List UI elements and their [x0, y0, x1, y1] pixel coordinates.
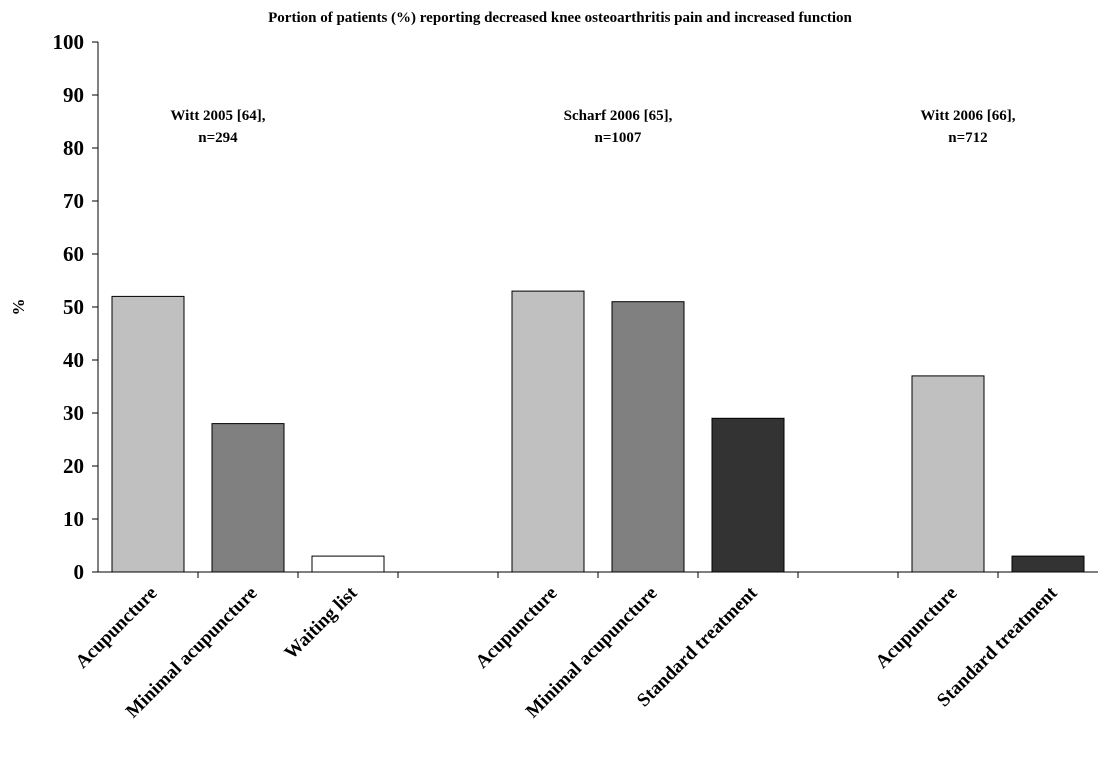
bar — [1011, 555, 1085, 573]
bar — [111, 295, 185, 573]
bar — [911, 375, 985, 573]
y-tick-label: 90 — [63, 83, 84, 107]
y-tick-label: 70 — [63, 189, 84, 213]
bar — [211, 423, 285, 573]
bars — [111, 290, 1085, 573]
study-annotation-line: n=712 — [948, 130, 987, 146]
study-annotation-line: Scharf 2006 [65], — [564, 108, 673, 124]
bar — [611, 301, 685, 573]
study-annotation-line: Witt 2006 [66], — [920, 108, 1015, 124]
study-annotation-line: Witt 2005 [64], — [170, 108, 265, 124]
x-tick-label: Acupuncture — [472, 583, 562, 673]
y-tick-label: 100 — [53, 30, 85, 54]
y-tick-label: 10 — [63, 507, 84, 531]
study-annotations: Witt 2005 [64], n=294 Scharf 2006 [65], n=1… — [170, 108, 1015, 146]
y-axis-ticks: 0 10 20 30 40 50 60 70 80 90 100 — [53, 30, 99, 584]
y-tick-label: 60 — [63, 242, 84, 266]
x-axis — [98, 571, 1098, 578]
study-annotation-line: n=294 — [198, 130, 238, 146]
bar — [711, 417, 785, 573]
y-tick-label: 30 — [63, 401, 84, 425]
x-tick-label: Acupuncture — [872, 583, 962, 673]
y-tick-label: 40 — [63, 348, 84, 372]
y-tick-label: 50 — [63, 295, 84, 319]
chart-title: Portion of patients (%) reporting decrea… — [268, 10, 852, 26]
x-tick-label: Waiting list — [281, 582, 362, 663]
y-tick-label: 0 — [74, 560, 85, 584]
x-tick-label: Acupuncture — [72, 583, 162, 673]
bar — [511, 290, 585, 573]
y-axis-label: % — [9, 299, 28, 316]
y-tick-label: 80 — [63, 136, 84, 160]
y-tick-label: 20 — [63, 454, 84, 478]
bar — [311, 555, 385, 573]
study-annotation-line: n=1007 — [595, 130, 642, 146]
